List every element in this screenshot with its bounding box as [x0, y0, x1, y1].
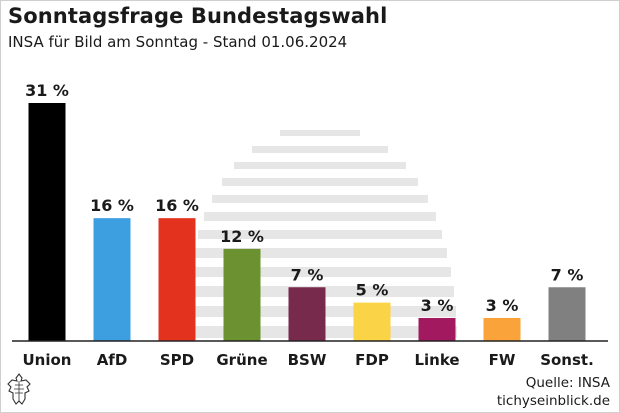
category-label-linke: Linke [414, 351, 459, 369]
bar-spd [158, 218, 196, 341]
category-label-fdp: FDP [355, 351, 389, 369]
value-label-bsw: 7 % [291, 265, 324, 284]
site-label: tichyseinblick.de [496, 393, 610, 409]
bar-fdp [353, 302, 391, 341]
source-label: Quelle: INSA [525, 375, 610, 391]
chart-title: Sonntagsfrage Bundestagswahl [8, 4, 388, 28]
category-label-fw: FW [489, 351, 516, 369]
category-label-bsw: BSW [288, 351, 327, 369]
category-label-afd: AfD [97, 351, 128, 369]
category-label-spd: SPD [160, 351, 194, 369]
value-label-union: 31 % [25, 81, 69, 100]
value-label-afd: 16 % [90, 196, 134, 215]
eagle-logo [6, 372, 32, 410]
category-label-union: Union [23, 351, 72, 369]
value-label-fw: 3 % [486, 296, 519, 315]
value-label-fdp: 5 % [356, 281, 389, 300]
value-label-linke: 3 % [421, 296, 454, 315]
value-label-grüne: 12 % [220, 227, 264, 246]
bar-grüne [223, 248, 261, 341]
bar-union [28, 103, 66, 341]
value-label-sonst: 7 % [551, 265, 584, 284]
bar-afd [93, 218, 131, 341]
source-note: Quelle: INSA tichyseinblick.de [497, 374, 610, 410]
bar-sonst [548, 287, 586, 341]
category-label-grüne: Grüne [216, 351, 267, 369]
chart-subtitle: INSA für Bild am Sonntag - Stand 01.06.2… [8, 33, 348, 51]
value-label-spd: 16 % [155, 196, 199, 215]
bar-fw [483, 317, 521, 341]
bar-bsw [288, 287, 326, 341]
category-label-sonst: Sonst. [540, 351, 594, 369]
bar-linke [418, 317, 456, 341]
